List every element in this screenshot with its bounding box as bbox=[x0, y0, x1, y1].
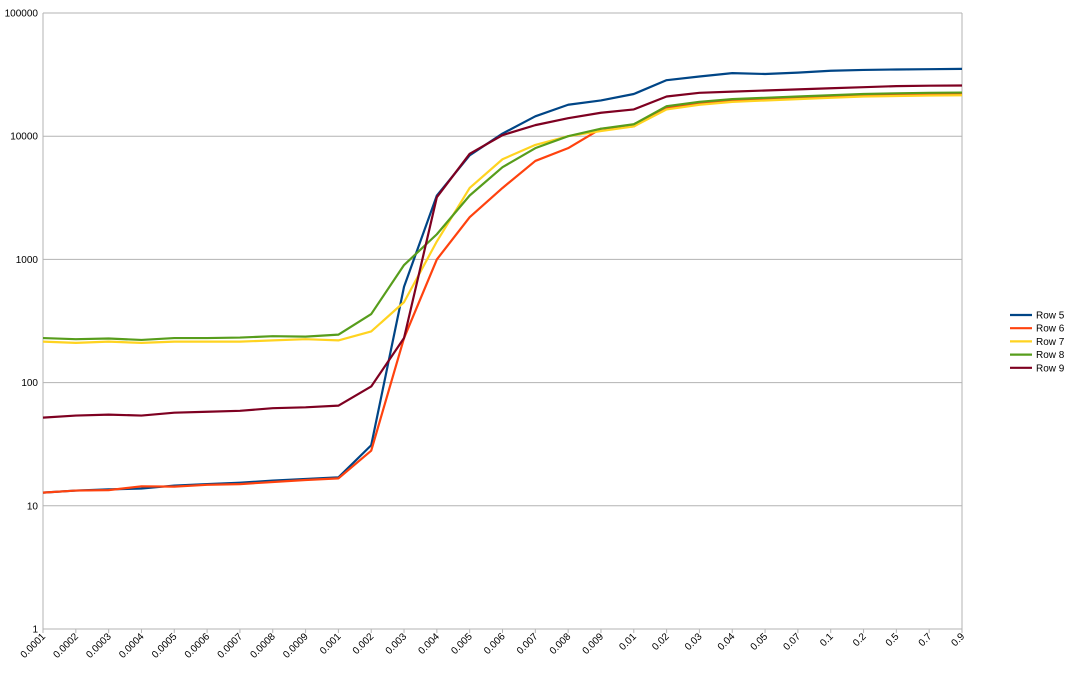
y-tick-labels: 1 10 100 1000 10000 100000 bbox=[5, 9, 39, 636]
series-line-row-8 bbox=[42, 91, 963, 342]
y-tick-label: 1000 bbox=[16, 255, 39, 266]
y-tick-label: 100000 bbox=[5, 9, 39, 20]
y-tick-label: 100 bbox=[21, 378, 38, 389]
x-tick-label: 0.0003 bbox=[84, 631, 114, 661]
x-tick-label: 0.005 bbox=[449, 631, 475, 657]
x-tick-label: 0.9 bbox=[950, 631, 968, 649]
x-tick-label: 0.0008 bbox=[248, 631, 278, 661]
x-tick-label: 0.002 bbox=[351, 631, 377, 657]
legend-label: Row 5 bbox=[1036, 311, 1065, 322]
y-tick-label: 1 bbox=[32, 625, 38, 636]
series-lines bbox=[42, 67, 963, 494]
x-tick-label: 0.05 bbox=[749, 631, 771, 653]
series-line-row-5 bbox=[42, 67, 963, 494]
x-tick-label: 0.0007 bbox=[216, 631, 246, 661]
x-tick-label: 0.02 bbox=[650, 631, 672, 653]
x-tick-label: 0.1 bbox=[818, 631, 836, 649]
y-tick-label: 10 bbox=[27, 501, 39, 512]
series-line-row-9 bbox=[42, 84, 963, 419]
x-tick-label: 0.0009 bbox=[281, 631, 311, 661]
x-tick-label: 0.003 bbox=[384, 631, 410, 657]
y-tick-label: 10000 bbox=[10, 132, 38, 143]
x-tick-label: 0.7 bbox=[917, 631, 935, 649]
x-tick-label: 0.01 bbox=[617, 631, 639, 653]
series-line-row-6 bbox=[42, 92, 962, 494]
x-tick-label: 0.007 bbox=[515, 631, 541, 657]
x-tick-label: 0.001 bbox=[318, 631, 344, 657]
x-tick-label: 0.03 bbox=[683, 631, 705, 653]
legend: Row 5 Row 6 Row 7 Row 8 Row 9 bbox=[1010, 311, 1065, 374]
legend-label: Row 8 bbox=[1036, 350, 1065, 361]
gridlines bbox=[43, 12, 962, 630]
x-tick-label: 0.04 bbox=[716, 631, 738, 653]
legend-label: Row 9 bbox=[1036, 363, 1065, 374]
legend-label: Row 6 bbox=[1036, 324, 1065, 335]
x-tick-label: 0.004 bbox=[417, 631, 443, 657]
series-line-row-7 bbox=[42, 94, 963, 344]
x-tick-label: 0.0002 bbox=[52, 631, 82, 661]
x-tick-label: 0.2 bbox=[851, 631, 869, 649]
x-tick-label: 0.5 bbox=[884, 631, 902, 649]
x-tick-label: 0.0004 bbox=[117, 631, 147, 661]
x-tick-label: 0.0005 bbox=[150, 631, 180, 661]
x-tick-labels: 0.0001 0.0002 0.0003 0.0004 0.0005 0.0006 0.00… bbox=[19, 631, 968, 661]
axes bbox=[42, 13, 963, 633]
x-tick-label: 0.006 bbox=[482, 631, 508, 657]
legend-label: Row 7 bbox=[1036, 337, 1065, 348]
x-tick-label: 0.0006 bbox=[183, 631, 213, 661]
x-tick-label: 0.07 bbox=[781, 631, 803, 653]
x-tick-label: 0.008 bbox=[548, 631, 574, 657]
x-tick-label: 0.009 bbox=[581, 631, 607, 657]
